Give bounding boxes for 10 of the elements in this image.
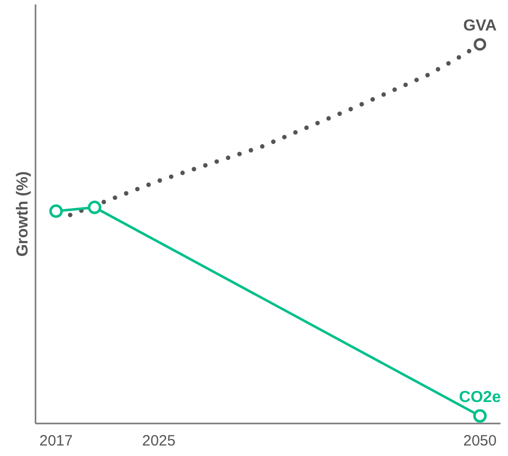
series-label: GVA [463, 17, 498, 34]
x-tick-label: 2017 [39, 432, 73, 450]
point [49, 204, 63, 218]
x-tick-label: 2050 [463, 432, 497, 450]
y-axis-title: Growth (%) [14, 171, 32, 257]
x-tick-label: 2025 [142, 432, 176, 450]
point [473, 409, 487, 423]
point [474, 38, 486, 51]
point [88, 200, 102, 214]
series-label: CO2e [459, 388, 501, 406]
